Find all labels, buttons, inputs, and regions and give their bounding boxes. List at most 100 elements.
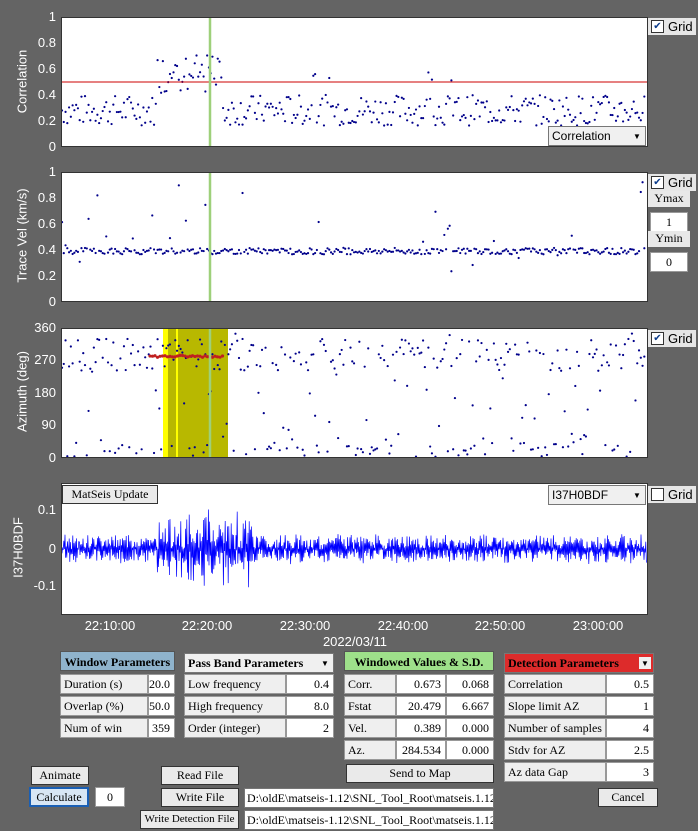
data-point xyxy=(253,249,257,252)
data-point xyxy=(519,120,522,123)
data-point xyxy=(195,252,198,255)
azimuth-plot xyxy=(61,328,648,458)
data-point xyxy=(310,104,313,107)
data-point xyxy=(291,253,294,256)
order-input[interactable]: 2 xyxy=(286,718,334,738)
write-file-path[interactable]: D:\oldE\matseis-1.12\SNL_Tool_Root\matse… xyxy=(244,788,494,808)
data-point xyxy=(239,368,242,371)
correlation-grid-checkbox[interactable]: ✔ Grid xyxy=(648,18,696,35)
duration-input[interactable]: 20.0 xyxy=(148,674,175,694)
send-to-map-button[interactable]: Send to Map xyxy=(346,764,494,783)
ytick: 0 xyxy=(48,541,56,556)
data-point xyxy=(206,443,209,447)
data-point xyxy=(436,366,439,369)
correlation-selector[interactable]: Correlation ▼ xyxy=(548,126,646,146)
low-freq-input[interactable]: 0.4 xyxy=(286,674,334,694)
data-point xyxy=(604,247,607,251)
calculate-button[interactable]: Calculate xyxy=(29,787,89,807)
write-file-button[interactable]: Write File xyxy=(161,788,239,807)
detection-selector[interactable]: Detection Parameters ▼ xyxy=(504,653,654,673)
data-point xyxy=(271,249,274,252)
data-point xyxy=(90,249,94,253)
data-point xyxy=(602,250,605,253)
cancel-button[interactable]: Cancel xyxy=(598,788,658,807)
data-point xyxy=(627,250,630,253)
data-point xyxy=(183,402,186,405)
data-point xyxy=(450,270,453,273)
data-point xyxy=(94,119,97,122)
data-point xyxy=(448,333,451,337)
data-point xyxy=(600,251,603,254)
data-point xyxy=(184,219,187,222)
data-point xyxy=(475,248,478,251)
data-point xyxy=(152,123,156,126)
num-samples-input[interactable]: 4 xyxy=(606,718,654,738)
data-point xyxy=(278,251,281,254)
stdv-az-input[interactable]: 2.5 xyxy=(606,740,654,760)
data-point xyxy=(579,112,582,115)
detection-point xyxy=(170,355,175,359)
data-point xyxy=(283,249,287,252)
data-point xyxy=(492,239,495,243)
azimuth-grid-checkbox[interactable]: ✔ Grid xyxy=(648,330,696,347)
ymax-input[interactable]: 1 xyxy=(650,212,688,232)
data-point xyxy=(292,113,295,117)
data-point xyxy=(521,416,524,419)
data-point xyxy=(577,364,580,367)
data-point xyxy=(326,450,329,453)
data-point xyxy=(221,106,225,110)
data-point xyxy=(377,249,380,253)
detection-point xyxy=(218,355,222,359)
matseis-update-button[interactable]: MatSeis Update xyxy=(62,485,158,504)
data-point xyxy=(540,252,543,255)
data-point xyxy=(191,76,195,79)
detection-point xyxy=(193,354,197,359)
data-point xyxy=(512,449,515,452)
data-point xyxy=(119,252,122,255)
data-point xyxy=(152,451,156,455)
data-point xyxy=(468,124,471,127)
data-point xyxy=(544,248,547,251)
data-point xyxy=(482,101,485,104)
data-point xyxy=(636,252,639,255)
passband-selector[interactable]: Pass Band Parameters ▼ xyxy=(184,653,334,673)
checkbox-icon: ✔ xyxy=(651,332,664,345)
data-point xyxy=(319,340,322,343)
data-point xyxy=(453,101,457,104)
animate-button[interactable]: Animate xyxy=(31,766,89,785)
data-point xyxy=(577,95,580,98)
slope-limit-input[interactable]: 1 xyxy=(606,696,654,716)
data-point xyxy=(241,337,244,341)
data-point xyxy=(517,353,520,356)
ymin-input[interactable]: 0 xyxy=(650,252,688,272)
high-freq-input[interactable]: 8.0 xyxy=(286,696,334,716)
data-point xyxy=(129,352,133,355)
data-point xyxy=(216,363,219,367)
read-file-button[interactable]: Read File xyxy=(161,766,239,785)
data-point xyxy=(181,351,184,354)
data-point xyxy=(156,59,159,62)
data-point xyxy=(115,369,118,372)
waveform-grid-checkbox[interactable]: Grid xyxy=(648,486,696,503)
data-point xyxy=(69,345,72,348)
data-point xyxy=(112,341,115,344)
data-point xyxy=(384,102,388,105)
data-point xyxy=(200,249,203,252)
data-point xyxy=(275,363,278,366)
data-point xyxy=(473,444,476,447)
data-point xyxy=(94,251,97,255)
detection-point xyxy=(213,354,217,358)
write-detection-file-button[interactable]: Write Detection File xyxy=(140,810,239,829)
data-point xyxy=(443,123,446,126)
data-point xyxy=(581,97,584,100)
az-gap-input[interactable]: 3 xyxy=(606,762,654,782)
det-correlation-input[interactable]: 0.5 xyxy=(606,674,654,694)
data-point xyxy=(365,248,368,251)
trace-vel-grid-checkbox[interactable]: ✔ Grid xyxy=(648,174,696,191)
channel-selector[interactable]: I37H0BDF ▼ xyxy=(548,485,646,505)
data-point xyxy=(464,449,467,452)
detection-file-path[interactable]: D:\oldE\matseis-1.12\SNL_Tool_Root\matse… xyxy=(244,810,494,830)
data-point xyxy=(98,121,101,125)
data-point xyxy=(257,247,260,250)
overlap-input[interactable]: 50.0 xyxy=(148,696,175,716)
